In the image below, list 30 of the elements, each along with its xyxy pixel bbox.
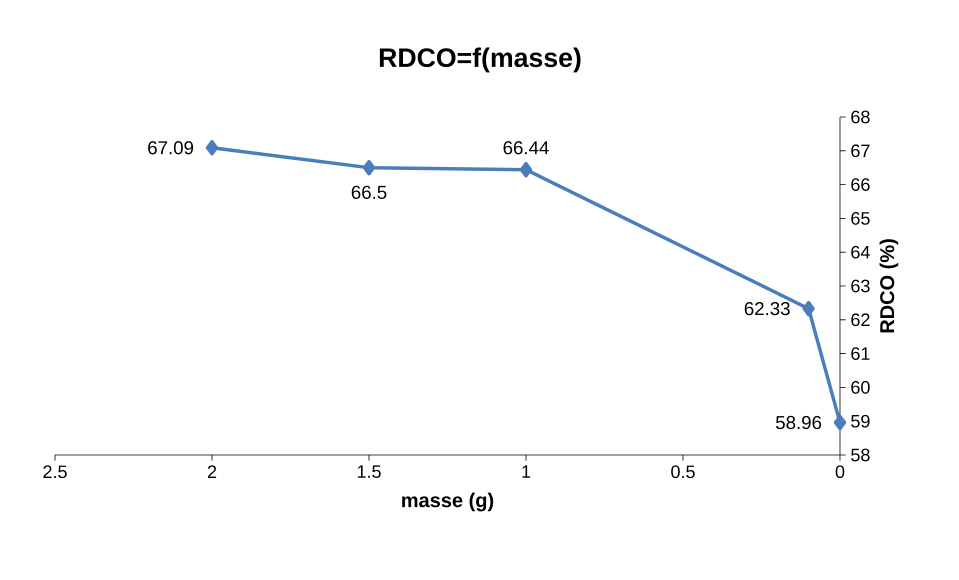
y-tick-label: 68 xyxy=(851,110,870,124)
x-tick-label: 0 xyxy=(836,465,844,478)
data-label: 62.33 xyxy=(744,302,790,316)
data-label: 58.96 xyxy=(776,416,822,430)
x-tick-label: 2 xyxy=(208,465,216,478)
point xyxy=(834,414,846,430)
point xyxy=(206,140,218,156)
y-tick-label: 67 xyxy=(851,144,870,158)
y-tick-label: 60 xyxy=(851,381,870,394)
x-axis-title: masse (g) xyxy=(402,492,494,512)
y-tick-label: 65 xyxy=(851,212,870,225)
y-axis-title: RDCO (%) xyxy=(880,239,898,332)
point xyxy=(802,300,815,316)
data-label: 67.09 xyxy=(148,141,194,154)
y-tick-label: 62 xyxy=(851,313,870,326)
x-tick-label: 0.5 xyxy=(671,465,695,478)
data-label: 66.5 xyxy=(352,186,386,199)
x-tick-label: 1 xyxy=(522,465,530,478)
y-tick-label: 63 xyxy=(851,280,870,292)
data-label: 66.44 xyxy=(504,141,549,154)
point xyxy=(362,160,376,176)
y-tick-label: 58 xyxy=(851,448,870,462)
chart-title: RDCO=f(masse) xyxy=(380,48,581,72)
y-tick-label: 61 xyxy=(851,347,870,360)
y-tick-label: 59 xyxy=(851,414,870,428)
x-tick-label: 2.5 xyxy=(43,465,67,478)
x-tick-label: 1.5 xyxy=(358,465,381,478)
y-tick-label: 66 xyxy=(851,178,870,191)
y-tick-label: 64 xyxy=(851,246,870,259)
point xyxy=(520,162,532,178)
